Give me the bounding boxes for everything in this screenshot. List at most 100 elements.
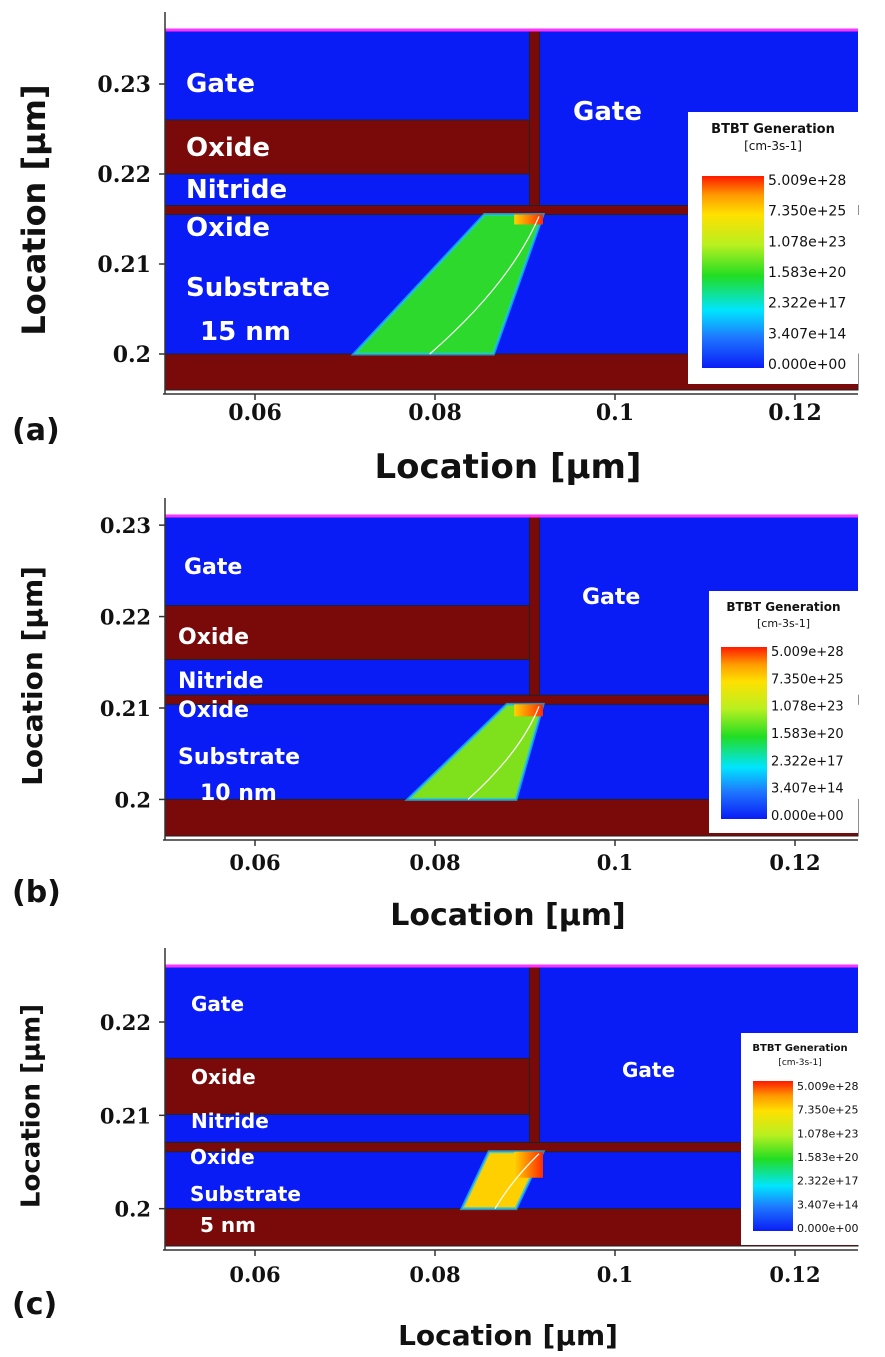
legend-tick-label: 3.407e+14 bbox=[797, 1198, 858, 1211]
legend-tick-label: 0.000e+00 bbox=[797, 1222, 858, 1235]
region-label: Nitride bbox=[186, 175, 287, 205]
region-label: Gate bbox=[622, 1058, 675, 1082]
y-tick-label: 0.23 bbox=[97, 72, 151, 98]
y-tick-label: 0.21 bbox=[100, 1103, 151, 1128]
legend-tick-label: 1.583e+20 bbox=[797, 1151, 858, 1164]
region-label: Nitride bbox=[178, 669, 264, 694]
x-tick-label: 0.06 bbox=[228, 400, 282, 426]
y-tick-label: 0.22 bbox=[100, 1010, 151, 1035]
region-label: 5 nm bbox=[200, 1213, 256, 1237]
region-label: Gate bbox=[582, 585, 640, 610]
panel-label: (a) bbox=[12, 413, 60, 448]
region-label: Substrate bbox=[186, 273, 330, 303]
junction-contour bbox=[494, 1153, 540, 1209]
x-axis-title: Location [µm] bbox=[375, 447, 642, 487]
y-axis-title: Location [µm] bbox=[15, 84, 53, 335]
x-tick-label: 0.12 bbox=[769, 850, 820, 875]
y-tick-label: 0.23 bbox=[100, 513, 151, 538]
legend-tick-label: 2.322e+17 bbox=[768, 296, 846, 312]
y-tick-label: 0.21 bbox=[97, 252, 151, 278]
y-tick-label: 0.2 bbox=[113, 342, 151, 368]
x-tick-label: 0.06 bbox=[229, 1262, 280, 1287]
legend-tick-label: 5.009e+28 bbox=[768, 173, 846, 189]
region-label: Oxide bbox=[178, 625, 249, 650]
legend-tick-label: 5.009e+28 bbox=[771, 645, 844, 660]
x-tick-label: 0.08 bbox=[408, 400, 462, 426]
region-label: Oxide bbox=[186, 213, 270, 243]
legend-tick-label: 0.000e+00 bbox=[771, 809, 844, 824]
legend-units: [cm-3s-1] bbox=[744, 139, 802, 153]
region-label: 10 nm bbox=[200, 781, 277, 806]
panel-3: 0.2 0.21 0.22 0.06 0.08 0.1 0.12 Location [µm] L… bbox=[12, 948, 859, 1352]
panel-1: 0.2 0.21 0.22 0.23 0.06 0.08 0.1 0.12 Location [… bbox=[12, 12, 859, 487]
region-label: Gate bbox=[186, 69, 255, 99]
x-tick-label: 0.1 bbox=[597, 850, 634, 875]
y-tick-label: 0.22 bbox=[100, 605, 151, 630]
legend-tick-label: 2.322e+17 bbox=[797, 1175, 858, 1188]
legend-colorbar bbox=[721, 647, 767, 819]
legend-units: [cm-3s-1] bbox=[757, 617, 810, 630]
region-label: Gate bbox=[191, 992, 244, 1016]
x-tick-label: 0.12 bbox=[768, 400, 822, 426]
y-tick-label: 0.2 bbox=[114, 787, 151, 812]
nitride-layer bbox=[164, 1113, 530, 1143]
legend-colorbar bbox=[702, 176, 764, 368]
junction-contour bbox=[467, 706, 540, 800]
legend-tick-label: 7.350e+25 bbox=[768, 204, 846, 220]
legend-tick-label: 0.000e+00 bbox=[768, 357, 846, 373]
legend-tick-label: 1.078e+23 bbox=[797, 1127, 858, 1140]
region-label: 15 nm bbox=[200, 317, 291, 347]
legend-tick-label: 7.350e+25 bbox=[771, 672, 844, 687]
region-label: Oxide bbox=[191, 1065, 256, 1089]
panel-label: (b) bbox=[12, 875, 61, 910]
region-label: Gate bbox=[184, 555, 242, 580]
y-axis-title: Location [µm] bbox=[17, 1004, 47, 1208]
x-axis-title: Location [µm] bbox=[398, 1319, 618, 1352]
region-label: Oxide bbox=[186, 133, 270, 163]
nitride-layer bbox=[164, 173, 530, 206]
region-label: Nitride bbox=[191, 1109, 269, 1133]
x-tick-label: 0.06 bbox=[229, 850, 280, 875]
legend-title: BTBT Generation bbox=[752, 1043, 847, 1054]
legend-tick-label: 1.583e+20 bbox=[768, 265, 846, 281]
junction-contour bbox=[429, 216, 540, 355]
legend-title: BTBT Generation bbox=[726, 600, 840, 614]
panel-label: (c) bbox=[12, 1287, 57, 1322]
gate-spacer-oxide bbox=[529, 965, 540, 1143]
legend-tick-label: 3.407e+14 bbox=[768, 326, 846, 342]
oxide-layer bbox=[164, 119, 530, 175]
btbt-peak-region bbox=[514, 704, 543, 717]
region-label: Oxide bbox=[190, 1145, 255, 1169]
panel-2: 0.2 0.21 0.22 0.23 0.06 0.08 0.1 0.12 Location [… bbox=[12, 498, 859, 933]
legend-tick-label: 1.078e+23 bbox=[771, 700, 844, 715]
x-tick-label: 0.08 bbox=[409, 1262, 460, 1287]
y-tick-label: 0.21 bbox=[100, 696, 151, 721]
x-tick-label: 0.08 bbox=[409, 850, 460, 875]
gate-spacer-oxide bbox=[529, 515, 540, 696]
legend-tick-label: 1.078e+23 bbox=[768, 234, 846, 250]
btbt-peak-region bbox=[514, 214, 543, 225]
legend-tick-label: 7.350e+25 bbox=[797, 1104, 858, 1117]
legend-units: [cm-3s-1] bbox=[778, 1058, 821, 1068]
y-tick-label: 0.2 bbox=[114, 1197, 151, 1222]
legend-tick-label: 5.009e+28 bbox=[797, 1080, 858, 1093]
oxide-layer bbox=[164, 1057, 530, 1115]
gate-spacer-oxide bbox=[529, 29, 540, 206]
legend-tick-label: 1.583e+20 bbox=[771, 727, 844, 742]
x-tick-label: 0.1 bbox=[596, 400, 634, 426]
x-tick-label: 0.12 bbox=[769, 1262, 820, 1287]
y-tick-label: 0.22 bbox=[97, 162, 151, 188]
region-label: Oxide bbox=[178, 698, 249, 723]
legend-colorbar bbox=[753, 1081, 793, 1231]
x-tick-label: 0.1 bbox=[597, 1262, 634, 1287]
region-label: Substrate bbox=[178, 745, 300, 770]
legend-tick-label: 3.407e+14 bbox=[771, 782, 844, 797]
legend-title: BTBT Generation bbox=[711, 122, 835, 137]
x-axis-title: Location [µm] bbox=[390, 898, 626, 933]
oxide-layer bbox=[164, 605, 530, 661]
region-label: Gate bbox=[573, 97, 642, 127]
legend-tick-label: 2.322e+17 bbox=[771, 754, 844, 769]
y-axis-title: Location [µm] bbox=[16, 566, 49, 786]
region-label: Substrate bbox=[190, 1182, 301, 1206]
